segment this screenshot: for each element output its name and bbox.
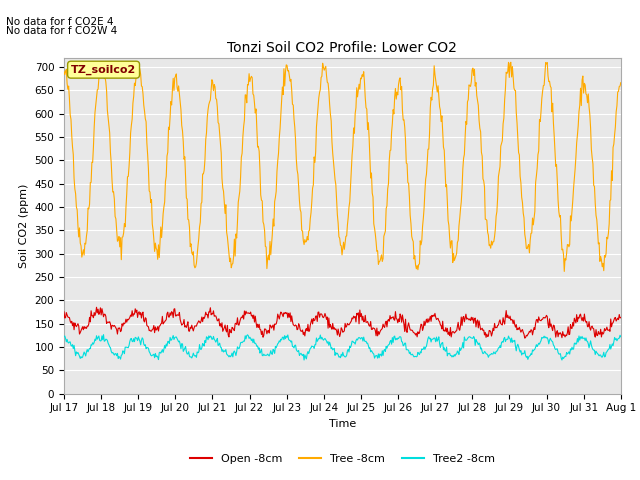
X-axis label: Time: Time: [329, 419, 356, 429]
Text: No data for f CO2W 4: No data for f CO2W 4: [6, 26, 118, 36]
Text: TZ_soilco2: TZ_soilco2: [71, 64, 136, 75]
Legend: Open -8cm, Tree -8cm, Tree2 -8cm: Open -8cm, Tree -8cm, Tree2 -8cm: [186, 450, 499, 468]
Title: Tonzi Soil CO2 Profile: Lower CO2: Tonzi Soil CO2 Profile: Lower CO2: [227, 41, 458, 55]
Text: No data for f CO2E 4: No data for f CO2E 4: [6, 17, 114, 27]
Y-axis label: Soil CO2 (ppm): Soil CO2 (ppm): [19, 183, 29, 268]
